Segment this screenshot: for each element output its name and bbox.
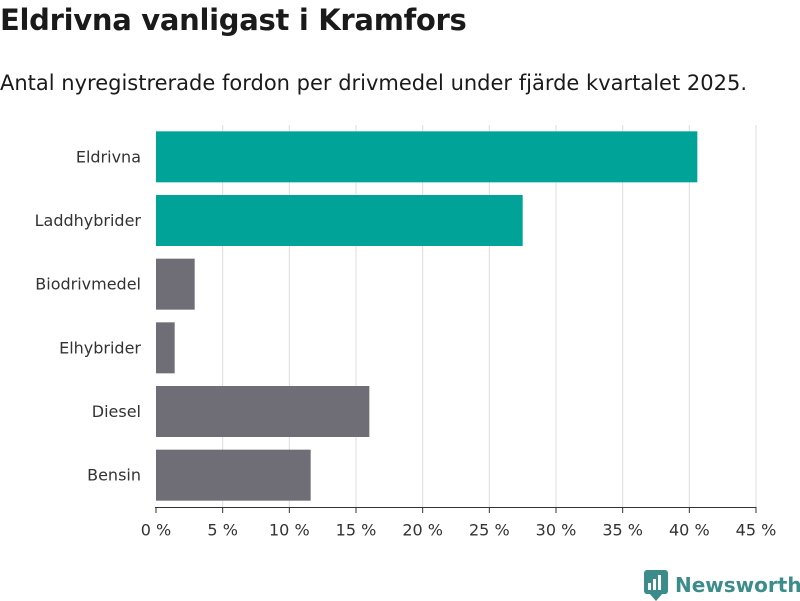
x-tick-label: 10 % [269,521,310,540]
bar-biodrivmedel [156,258,195,310]
newsworthy-logo-icon [644,569,668,601]
x-tick-label: 5 % [207,521,237,540]
x-tick-label: 35 % [602,521,643,540]
x-tick-label: 30 % [536,521,577,540]
newsworthy-brand: Newsworthy [644,569,800,601]
chart-subtitle: Antal nyregistrerade fordon per drivmede… [0,71,748,95]
category-label: Eldrivna [76,147,141,166]
x-tick-label: 40 % [669,521,710,540]
x-tick-label: 20 % [402,521,443,540]
category-label: Laddhybrider [35,211,142,230]
bar-eldrivna [156,131,698,183]
bar-bensin [156,449,311,501]
x-tick-label: 45 % [736,521,777,540]
bar-elhybrider [156,322,175,374]
bar-laddhybrider [156,195,523,246]
brand-name: Newsworthy [675,573,800,597]
category-label: Biodrivmedel [35,275,141,294]
chart-title: Eldrivna vanligast i Kramfors [0,3,467,37]
category-label: Diesel [92,402,141,421]
x-tick-label: 15 % [336,521,377,540]
bar-diesel [156,386,370,437]
category-label: Bensin [87,466,141,485]
x-tick-label: 0 % [141,521,171,540]
category-label: Elhybrider [59,338,141,357]
x-tick-label: 25 % [469,521,510,540]
